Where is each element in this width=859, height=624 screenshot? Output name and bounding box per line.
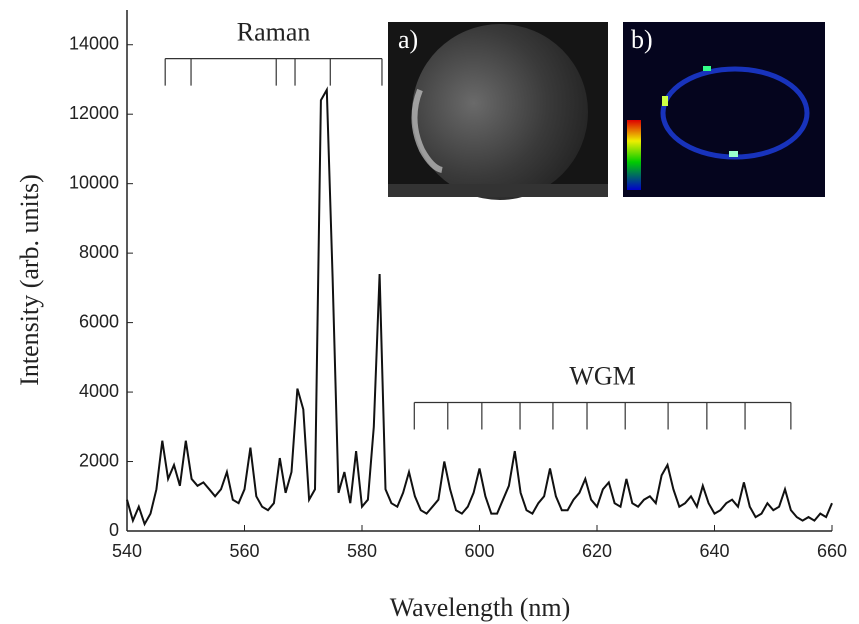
x-tick-label: 640 bbox=[699, 541, 729, 561]
x-tick-label: 600 bbox=[464, 541, 494, 561]
x-tick-label: 620 bbox=[582, 541, 612, 561]
x-tick-label: 580 bbox=[347, 541, 377, 561]
y-tick-label: 12000 bbox=[69, 103, 119, 123]
x-tick-label: 540 bbox=[112, 541, 142, 561]
y-tick-label: 8000 bbox=[79, 242, 119, 262]
y-tick-label: 10000 bbox=[69, 172, 119, 192]
bracket-label: Raman bbox=[237, 18, 311, 47]
y-tick-label: 2000 bbox=[79, 450, 119, 470]
y-axis-label: Intensity (arb. units) bbox=[15, 174, 44, 386]
x-tick-label: 660 bbox=[817, 541, 847, 561]
inset-label: a) bbox=[398, 25, 418, 54]
y-tick-label: 14000 bbox=[69, 33, 119, 53]
x-axis-label: Wavelength (nm) bbox=[390, 593, 571, 622]
inset-label: b) bbox=[631, 25, 653, 54]
y-tick-label: 4000 bbox=[79, 381, 119, 401]
y-tick-label: 6000 bbox=[79, 311, 119, 331]
bracket-label: WGM bbox=[569, 361, 635, 390]
inset-b bbox=[623, 22, 825, 197]
x-tick-label: 560 bbox=[229, 541, 259, 561]
y-tick-label: 0 bbox=[109, 520, 119, 540]
spectrum-line bbox=[126, 86, 833, 527]
inset-a bbox=[388, 22, 608, 200]
